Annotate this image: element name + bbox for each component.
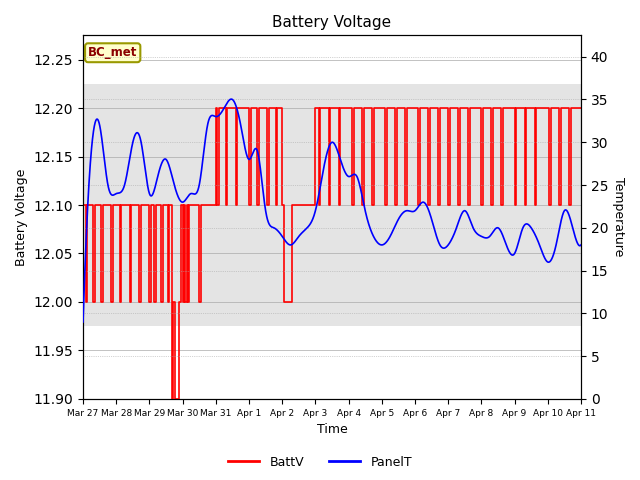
Y-axis label: Battery Voltage: Battery Voltage [15,168,28,266]
Title: Battery Voltage: Battery Voltage [273,15,392,30]
Y-axis label: Temperature: Temperature [612,178,625,257]
X-axis label: Time: Time [317,423,348,436]
Bar [83,84,581,326]
Legend: BattV, PanelT: BattV, PanelT [223,451,417,474]
Text: BC_met: BC_met [88,46,138,59]
